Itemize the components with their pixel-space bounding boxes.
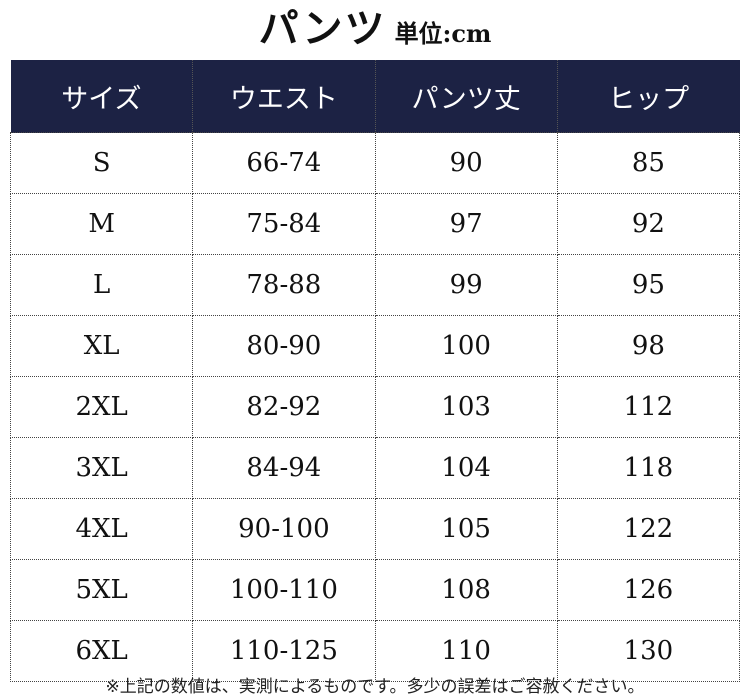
table-row: L 78-88 99 95 — [9, 254, 741, 316]
table-cell: 97 — [374, 193, 558, 255]
table-cell: 66-74 — [192, 132, 376, 194]
column-header: サイズ — [10, 60, 193, 133]
table-cell: 130 — [556, 620, 741, 682]
column-header: ウエスト — [192, 60, 375, 133]
table-row: XL 80-90 100 98 — [9, 315, 741, 377]
chart-title: パンツ 単位:cm — [0, 4, 750, 54]
table-cell: 4XL — [9, 498, 194, 560]
table-cell: 3XL — [9, 437, 194, 499]
table-row: 5XL 100-110 108 126 — [9, 559, 741, 621]
size-table: サイズ ウエスト パンツ丈 ヒップ S 66-74 90 85 M 75-84 97 92 L 78-8… — [9, 60, 741, 682]
table-cell: 90 — [374, 132, 558, 194]
table-cell: 6XL — [9, 620, 194, 682]
table-cell: S — [9, 132, 194, 194]
table-cell: 90-100 — [192, 498, 376, 560]
column-header: ヒップ — [556, 60, 740, 133]
table-cell: 100 — [374, 315, 558, 377]
table-cell: 98 — [556, 315, 741, 377]
table-row: 2XL 82-92 103 112 — [9, 376, 741, 438]
table-cell: 100-110 — [192, 559, 376, 621]
table-cell: L — [9, 254, 194, 316]
table-row: M 75-84 97 92 — [9, 193, 741, 255]
table-row: 3XL 84-94 104 118 — [9, 437, 741, 499]
table-cell: 118 — [556, 437, 741, 499]
table-row: S 66-74 90 85 — [9, 132, 741, 194]
table-cell: 126 — [556, 559, 741, 621]
column-header: パンツ丈 — [374, 60, 558, 133]
table-cell: 84-94 — [192, 437, 376, 499]
table-cell: 108 — [374, 559, 558, 621]
table-cell: M — [9, 193, 194, 255]
table-cell: 2XL — [9, 376, 194, 438]
table-cell: 105 — [374, 498, 558, 560]
table-cell: 103 — [374, 376, 558, 438]
table-cell: XL — [9, 315, 194, 377]
table-cell: 80-90 — [192, 315, 376, 377]
title-main: パンツ — [258, 5, 387, 52]
table-cell: 99 — [374, 254, 558, 316]
table-cell: 85 — [556, 132, 741, 194]
table-row: 4XL 90-100 105 122 — [9, 498, 741, 560]
table-cell: 110 — [374, 620, 558, 682]
table-cell: 75-84 — [192, 193, 376, 255]
header-row: サイズ ウエスト パンツ丈 ヒップ — [10, 60, 740, 133]
table-cell: 122 — [556, 498, 741, 560]
table-cell: 82-92 — [192, 376, 376, 438]
table-cell: 95 — [556, 254, 741, 316]
table-cell: 104 — [374, 437, 558, 499]
table-cell: 112 — [556, 376, 741, 438]
table-cell: 92 — [556, 193, 741, 255]
footnote: ※上記の数値は、実測によるものです。多少の誤差はご容赦ください。 — [105, 677, 645, 697]
title-unit: 単位:cm — [394, 19, 492, 48]
table-cell: 5XL — [9, 559, 194, 621]
table-row: 6XL 110-125 110 130 — [9, 620, 741, 682]
table-cell: 78-88 — [192, 254, 376, 316]
table-cell: 110-125 — [192, 620, 376, 682]
